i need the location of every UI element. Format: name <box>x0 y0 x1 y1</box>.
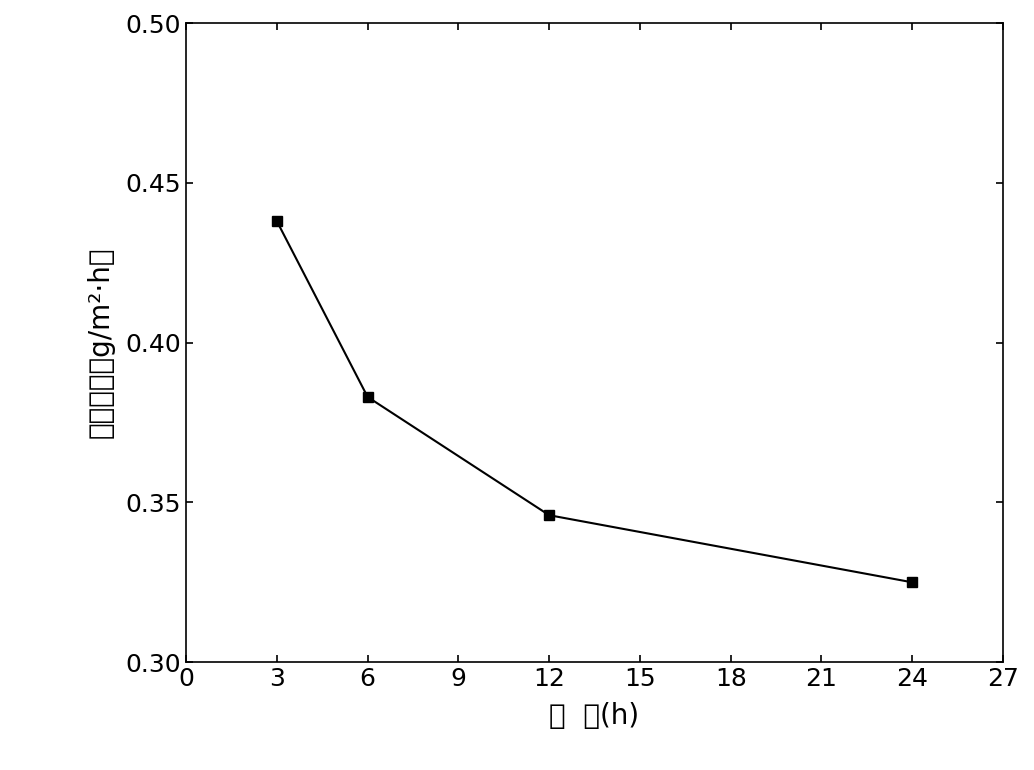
X-axis label: 时  间(h): 时 间(h) <box>549 702 640 730</box>
Y-axis label: 腐蚀速率（g/m²·h）: 腐蚀速率（g/m²·h） <box>87 247 115 438</box>
